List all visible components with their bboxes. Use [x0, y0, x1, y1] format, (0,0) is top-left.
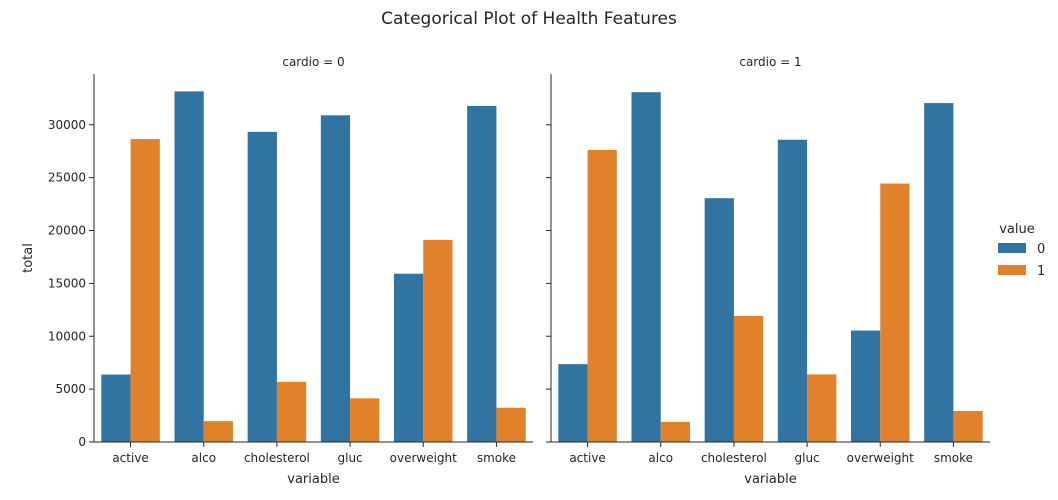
chart-title: Categorical Plot of Health Features — [381, 9, 677, 29]
x-tick-label: alco — [648, 451, 673, 465]
y-tick-label: 20000 — [48, 224, 86, 238]
bar-alco-value-1 — [660, 421, 691, 442]
legend-label-0: 0 — [1037, 242, 1045, 257]
x-tick-label: overweight — [390, 451, 458, 465]
bar-cholesterol-value-0 — [704, 198, 734, 442]
x-tick-label: alco — [191, 451, 216, 465]
bar-overweight-value-1 — [880, 183, 910, 442]
x-axis-label: variable — [744, 472, 796, 487]
bar-overweight-value-1 — [423, 239, 453, 442]
x-tick-label: smoke — [477, 451, 516, 465]
bar-active-value-1 — [587, 149, 617, 443]
x-tick-label: cholesterol — [244, 451, 310, 465]
bar-alco-value-0 — [174, 91, 204, 442]
y-tick-label: 30000 — [48, 118, 86, 132]
bar-overweight-value-0 — [393, 273, 424, 442]
bar-smoke-value-1 — [953, 411, 983, 442]
x-axis-label: variable — [287, 472, 339, 487]
x-tick-label: gluc — [338, 451, 363, 465]
bar-cholesterol-value-1 — [276, 381, 307, 442]
bar-gluc-value-1 — [350, 398, 380, 442]
bar-active-value-0 — [558, 364, 588, 442]
bar-smoke-value-0 — [467, 105, 497, 443]
y-tick-label: 15000 — [48, 276, 86, 290]
x-tick-label: active — [112, 451, 148, 465]
x-tick-label: cholesterol — [701, 451, 767, 465]
panel-title: cardio = 1 — [739, 55, 801, 69]
x-tick-label: gluc — [795, 451, 820, 465]
legend-title: value — [999, 222, 1035, 237]
panel-1: cardio = 1 active alco cholesterol gluc overw… — [546, 55, 990, 487]
y-tick-label: 10000 — [48, 329, 86, 343]
legend: value 0 1 — [998, 222, 1045, 279]
x-tick-label: smoke — [934, 451, 973, 465]
x-tick-label: overweight — [847, 451, 915, 465]
bar-gluc-value-1 — [807, 374, 837, 442]
bar-overweight-value-0 — [850, 330, 881, 442]
bar-cholesterol-value-0 — [247, 131, 277, 442]
bar-cholesterol-value-1 — [733, 315, 764, 442]
bar-gluc-value-0 — [777, 139, 808, 442]
legend-swatch-1 — [998, 265, 1026, 275]
bar-smoke-value-0 — [924, 103, 954, 443]
legend-label-1: 1 — [1037, 264, 1045, 279]
bar-alco-value-1 — [203, 421, 234, 442]
legend-swatch-0 — [998, 243, 1026, 253]
bar-alco-value-0 — [631, 92, 661, 442]
x-tick-label: active — [569, 451, 605, 465]
bar-active-value-1 — [130, 139, 160, 442]
y-tick-label: 5000 — [55, 382, 86, 396]
bar-active-value-0 — [101, 374, 131, 442]
y-tick-label: 0 — [78, 435, 86, 449]
y-tick-label: 25000 — [48, 171, 86, 185]
panel-0: cardio = 0 0 5000 10000 15000 20000 25000 30000… — [48, 55, 533, 487]
chart-panels: cardio = 0 0 5000 10000 15000 20000 25000 30000… — [21, 55, 990, 487]
panel-title: cardio = 0 — [282, 55, 344, 69]
bar-gluc-value-0 — [320, 115, 351, 443]
bar-smoke-value-1 — [496, 407, 526, 442]
y-axis-label: total — [21, 243, 36, 273]
